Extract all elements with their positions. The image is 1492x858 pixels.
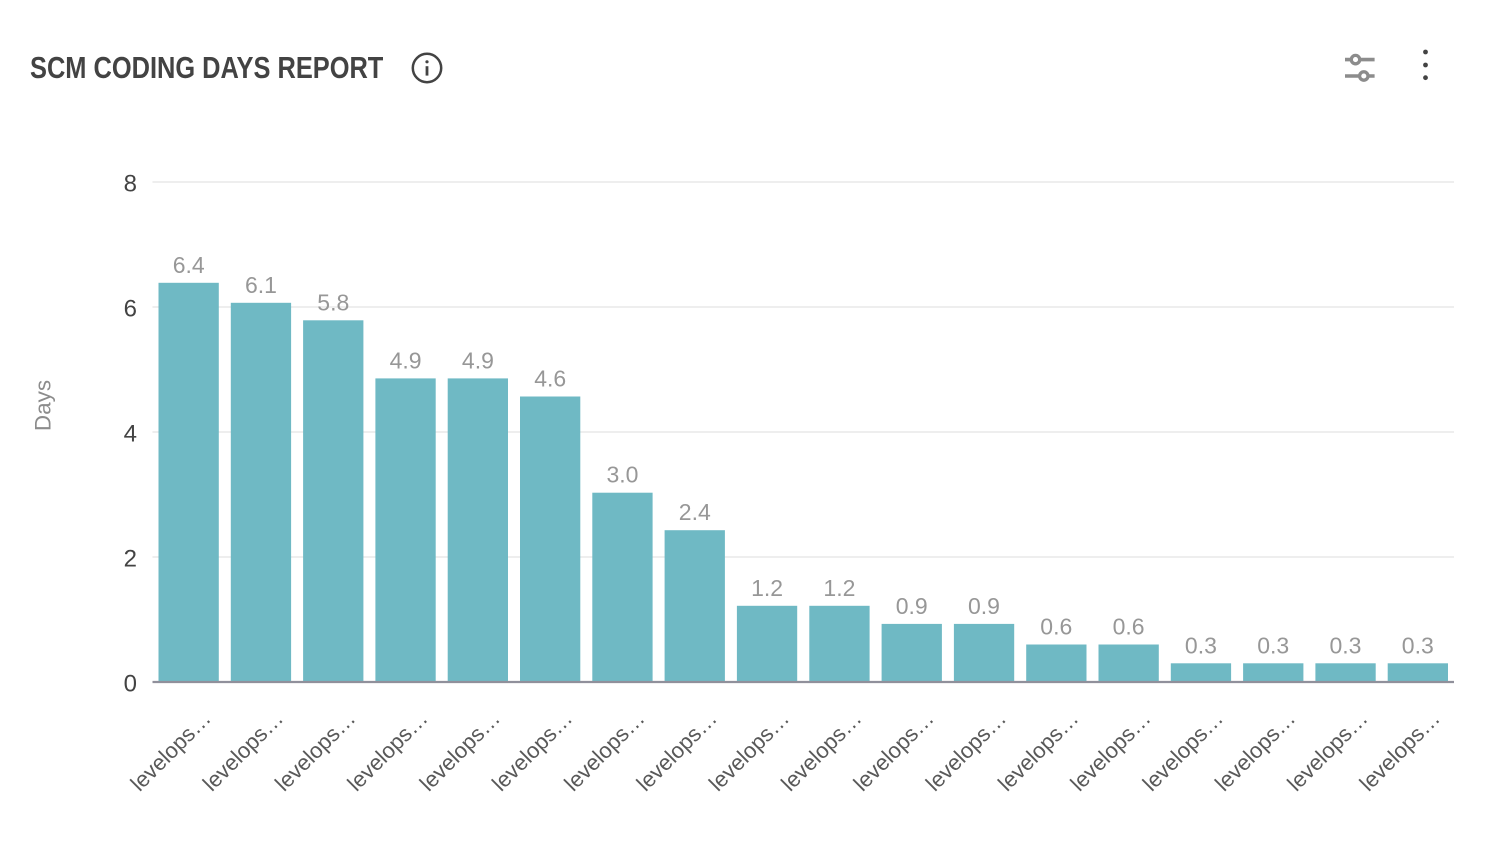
- svg-text:0.3: 0.3: [1402, 632, 1434, 658]
- svg-text:0: 0: [124, 671, 137, 698]
- svg-text:0.6: 0.6: [1040, 614, 1072, 640]
- svg-text:4: 4: [124, 421, 137, 448]
- svg-text:0.3: 0.3: [1185, 632, 1217, 658]
- svg-text:2: 2: [124, 546, 137, 573]
- svg-text:0.9: 0.9: [896, 593, 928, 619]
- svg-text:4.9: 4.9: [462, 347, 494, 373]
- svg-text:0.9: 0.9: [968, 593, 1000, 619]
- svg-text:0.6: 0.6: [1113, 614, 1145, 640]
- svg-text:6.1: 6.1: [245, 272, 277, 298]
- svg-text:2.4: 2.4: [679, 499, 711, 525]
- svg-text:0.3: 0.3: [1330, 632, 1362, 658]
- svg-text:8: 8: [124, 171, 137, 198]
- svg-text:6: 6: [124, 296, 137, 323]
- svg-text:1.2: 1.2: [823, 575, 855, 601]
- svg-text:6.4: 6.4: [173, 252, 205, 278]
- svg-text:0.3: 0.3: [1257, 632, 1289, 658]
- svg-text:1.2: 1.2: [751, 575, 783, 601]
- svg-text:4.9: 4.9: [390, 347, 422, 373]
- svg-text:4.6: 4.6: [534, 366, 566, 392]
- svg-text:5.8: 5.8: [317, 289, 349, 315]
- svg-text:Days: Days: [31, 380, 56, 431]
- svg-text:3.0: 3.0: [607, 462, 639, 488]
- svg-text:SCM CODING DAYS REPORT: SCM CODING DAYS REPORT: [30, 51, 383, 86]
